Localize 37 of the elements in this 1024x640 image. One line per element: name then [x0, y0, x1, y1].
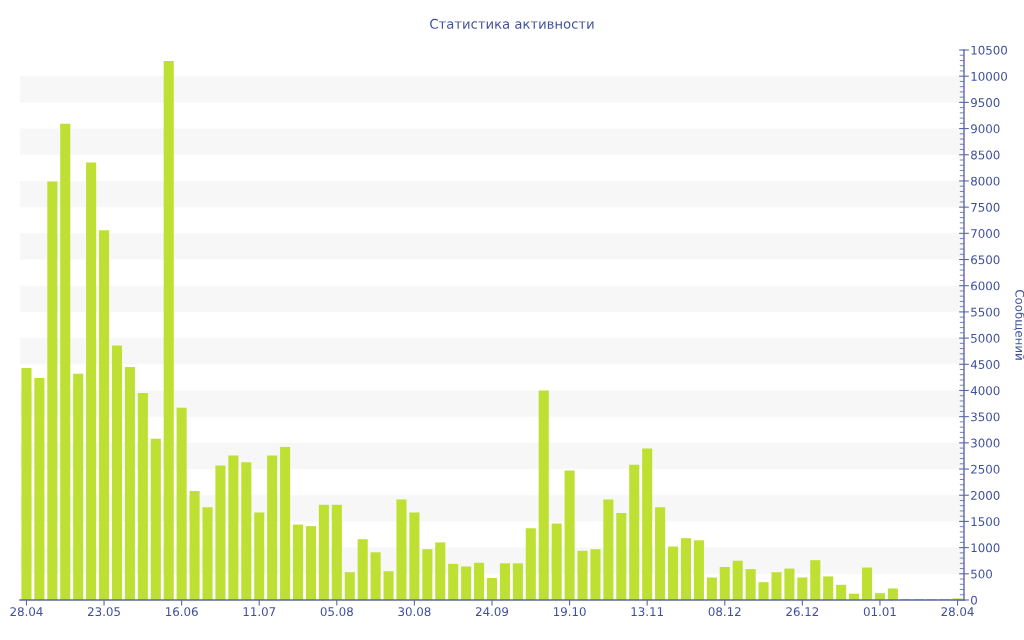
x-tick-label: 30.08: [398, 607, 431, 617]
y-tick-label: 5000: [971, 333, 1000, 343]
y-tick-label: 500: [971, 569, 992, 579]
y-tick-label: 3500: [971, 412, 1000, 422]
x-tick-label: 05.08: [320, 607, 353, 617]
x-tick-label: 26.12: [786, 607, 819, 617]
y-tick-label: 10500: [971, 45, 1008, 55]
x-tick-label: 13.11: [631, 607, 663, 617]
y-axis-title: Сообщений: [1013, 289, 1024, 360]
y-tick-label: 9000: [970, 124, 1000, 134]
y-tick-label: 6000: [971, 281, 1000, 291]
y-tick-label: 7000: [971, 229, 1000, 238]
x-tick-label: 16.06: [166, 607, 198, 617]
x-tick-label: 24.09: [475, 607, 509, 617]
y-tick-label: 2500: [971, 464, 1000, 474]
x-tick-label: 28.04: [941, 607, 974, 617]
x-tick-label: 19.10: [553, 607, 586, 617]
x-tick-label: 08.12: [708, 607, 741, 617]
chart-title: Статистика активности: [430, 18, 594, 29]
y-tick-label: 6500: [971, 255, 1000, 265]
y-tick-label: 4000: [970, 386, 1000, 396]
x-tick-label: 01.01: [863, 607, 896, 617]
y-tick-label: 8000: [971, 176, 1000, 186]
y-tick-label: 1000: [971, 543, 1000, 553]
y-tick-label: 2000: [971, 490, 1000, 500]
y-tick-label: 4500: [970, 360, 1000, 369]
x-tick-label: 28.04: [10, 607, 43, 617]
y-tick-label: 5500: [971, 307, 1000, 317]
y-tick-label: 10000: [971, 71, 1008, 81]
y-tick-label: 8500: [971, 150, 1000, 160]
y-tick-label: 7500: [971, 202, 1000, 212]
y-tick-label: 0: [971, 595, 977, 605]
x-tick-label: 23.05: [88, 607, 120, 617]
y-tick-label: 3000: [971, 438, 1000, 448]
y-tick-label: 1500: [971, 517, 1000, 527]
x-tick-label: 11.07: [243, 607, 276, 617]
y-tick-label: 9500: [970, 98, 1000, 108]
